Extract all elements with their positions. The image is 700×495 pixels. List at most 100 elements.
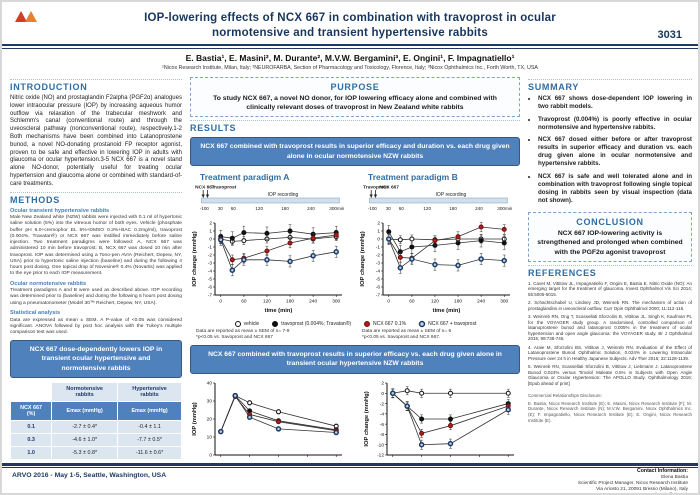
svg-text:120: 120: [274, 458, 282, 459]
table-row-header: 0.3: [10, 432, 53, 447]
svg-text:1: 1: [377, 228, 380, 234]
filled-black-marker-icon: [272, 320, 279, 327]
svg-text:180: 180: [475, 458, 483, 459]
svg-text:180: 180: [449, 206, 457, 211]
open-blue-marker-icon: [418, 320, 426, 327]
svg-text:-4: -4: [208, 268, 213, 274]
svg-text:0: 0: [377, 236, 380, 242]
svg-text:-2: -2: [208, 252, 213, 258]
paradigm-b-block: Treatment paradigm B IOP recording Travop…: [358, 170, 520, 319]
emax-table: Normotensive rabbits Hypertensive rabbit…: [10, 381, 182, 459]
svg-text:NCX 667: NCX 667: [195, 184, 215, 190]
poster-title: IOP-lowering effects of NCX 667 in combi…: [97, 11, 603, 41]
svg-text:120: 120: [423, 206, 431, 211]
conclusion-box: CONCLUSION NCX 667 IOP-lowering activity…: [528, 212, 692, 262]
nicox-logo: [15, 11, 37, 22]
hypertensive-iop-chart: 010203040060120180240time (min)IOP (mmHg…: [192, 380, 342, 459]
svg-text:0: 0: [209, 236, 212, 242]
results-banner-hypertensive: NCX 667 combined with travoprost results…: [190, 345, 520, 374]
table-group-row: Normotensive rabbits Hypertensive rabbit…: [10, 381, 182, 402]
svg-text:120: 120: [255, 206, 263, 211]
svg-text:60: 60: [241, 298, 247, 304]
paradigm-b-note: Data are reported as mean ± SEM of n= 6 …: [362, 328, 452, 340]
legend-item: vehicle: [234, 320, 259, 328]
paradigm-b-title: Treatment paradigm B: [368, 171, 458, 182]
table-row: 0.1 -2.7 ± 0.4* -0.4 ± 1.1: [10, 419, 182, 434]
svg-text:300: 300: [500, 298, 508, 304]
section-heading-references: REFERENCES: [528, 264, 692, 278]
hypertensive-iop-change-chart: -12-10-8-6-4-202060120180240time (min)IO…: [364, 380, 514, 459]
methods-sub3-title: Statistical analysis: [10, 310, 61, 317]
svg-text:0: 0: [206, 206, 209, 211]
legend-item: NCX 667 0.1%: [363, 320, 406, 328]
svg-text:0: 0: [219, 458, 222, 459]
reference-item: 3. Weinreb RN, Ong T, Scassellati Sforzo…: [528, 313, 692, 342]
section-heading-introduction: INTRODUCTION: [10, 79, 182, 92]
chart-notes-row: Data are reported as mean ± SEM of n= 7-…: [196, 329, 514, 341]
svg-text:Travoprost: Travoprost: [211, 184, 236, 190]
svg-text:240: 240: [475, 206, 483, 211]
section-heading-methods: METHODS: [10, 191, 182, 205]
svg-text:-3: -3: [376, 260, 381, 266]
svg-text:-1: -1: [376, 244, 381, 250]
conference-footer: ARVO 2016 - May 1-5, Seattle, Washington…: [12, 472, 167, 479]
contact-line: Scientific Project Manager, Nicox Resear…: [577, 480, 688, 486]
svg-text:time (min): time (min): [265, 308, 293, 314]
table-group-hypertensive: Hypertensive rabbits: [117, 381, 182, 402]
svg-text:Travoprost: Travoprost: [363, 184, 388, 190]
hypertensive-chart-row: 010203040060120180240time (min)IOP (mmHg…: [190, 378, 520, 459]
svg-text:-12: -12: [377, 452, 384, 458]
contact-line: Via Ariosto 21, 20091 Bresso (Milano), I…: [596, 487, 688, 493]
svg-text:0: 0: [374, 206, 377, 211]
table-row: 1.0 -5.3 ± 0.8* -11.6 ± 0.6*: [10, 445, 182, 459]
introduction-text: Nitric oxide (NO) and prostaglandin F2al…: [10, 95, 182, 187]
legend-label: travoprost (0.004%; Travatan®): [281, 320, 352, 327]
svg-text:120: 120: [431, 298, 439, 304]
svg-text:240: 240: [332, 458, 340, 459]
svg-text:IOP recording: IOP recording: [268, 192, 299, 198]
contact-line: Elena Bastia: [661, 474, 688, 480]
svg-text:180: 180: [454, 298, 462, 304]
purpose-text: To study NCX 667, a novel NO donor, for …: [213, 95, 497, 112]
svg-text:-6: -6: [380, 421, 385, 427]
svg-text:120: 120: [446, 458, 454, 459]
contact-title: Contact Information:: [636, 468, 688, 474]
affiliations-line: ¹Nicox Research Institute, Milan, Italy;…: [162, 65, 538, 71]
svg-text:time (min): time (min): [433, 308, 461, 314]
svg-text:20: 20: [207, 416, 213, 422]
table-header-dose: NCX 667 (%): [10, 400, 53, 421]
section-heading-summary: SUMMARY: [528, 79, 692, 92]
svg-text:60: 60: [231, 206, 237, 211]
svg-text:NCX 667: NCX 667: [379, 184, 399, 190]
contact-block: Contact Information: Elena Bastia Scienti…: [578, 468, 688, 493]
poster-title-line1: IOP-lowering effects of NCX 667 in combi…: [144, 12, 556, 24]
disclosure-text: E. Bastia, Nicox Research Institute (E);…: [528, 400, 692, 423]
summary-bullet: NCX 667 is safe and well tolerated alone…: [538, 173, 692, 205]
svg-text:0: 0: [209, 452, 212, 458]
legend-label: NCX 667 0.1%: [373, 320, 407, 327]
svg-text:0: 0: [381, 390, 384, 396]
svg-text:-6: -6: [208, 284, 213, 290]
svg-text:180: 180: [286, 298, 294, 304]
svg-text:IOP change (mmHg): IOP change (mmHg): [192, 231, 198, 286]
svg-text:1: 1: [209, 228, 212, 234]
summary-bullet: NCX 667 dosed either before or after tra…: [538, 136, 692, 168]
methods-sub1-text: Male New Zealand white (NZW) rabbits wer…: [10, 215, 182, 277]
svg-text:300min: 300min: [497, 206, 513, 211]
svg-text:-2: -2: [380, 401, 385, 407]
table-header-emax-normo: Emax (mmHg): [51, 400, 119, 421]
right-column: SUMMARY NCX 667 shows dose-dependent IOP…: [528, 76, 692, 459]
svg-text:180: 180: [303, 458, 311, 459]
results-banner-normotensive: NCX 667 combined with travoprost results…: [190, 137, 520, 166]
table-group-normotensive: Normotensive rabbits: [51, 381, 119, 402]
svg-text:-1: -1: [208, 244, 213, 250]
svg-text:60: 60: [419, 458, 425, 459]
footer-divider-thick: [2, 463, 698, 466]
svg-text:-6: -6: [376, 284, 381, 290]
svg-text:2: 2: [377, 220, 380, 226]
footer-divider: [2, 463, 698, 468]
